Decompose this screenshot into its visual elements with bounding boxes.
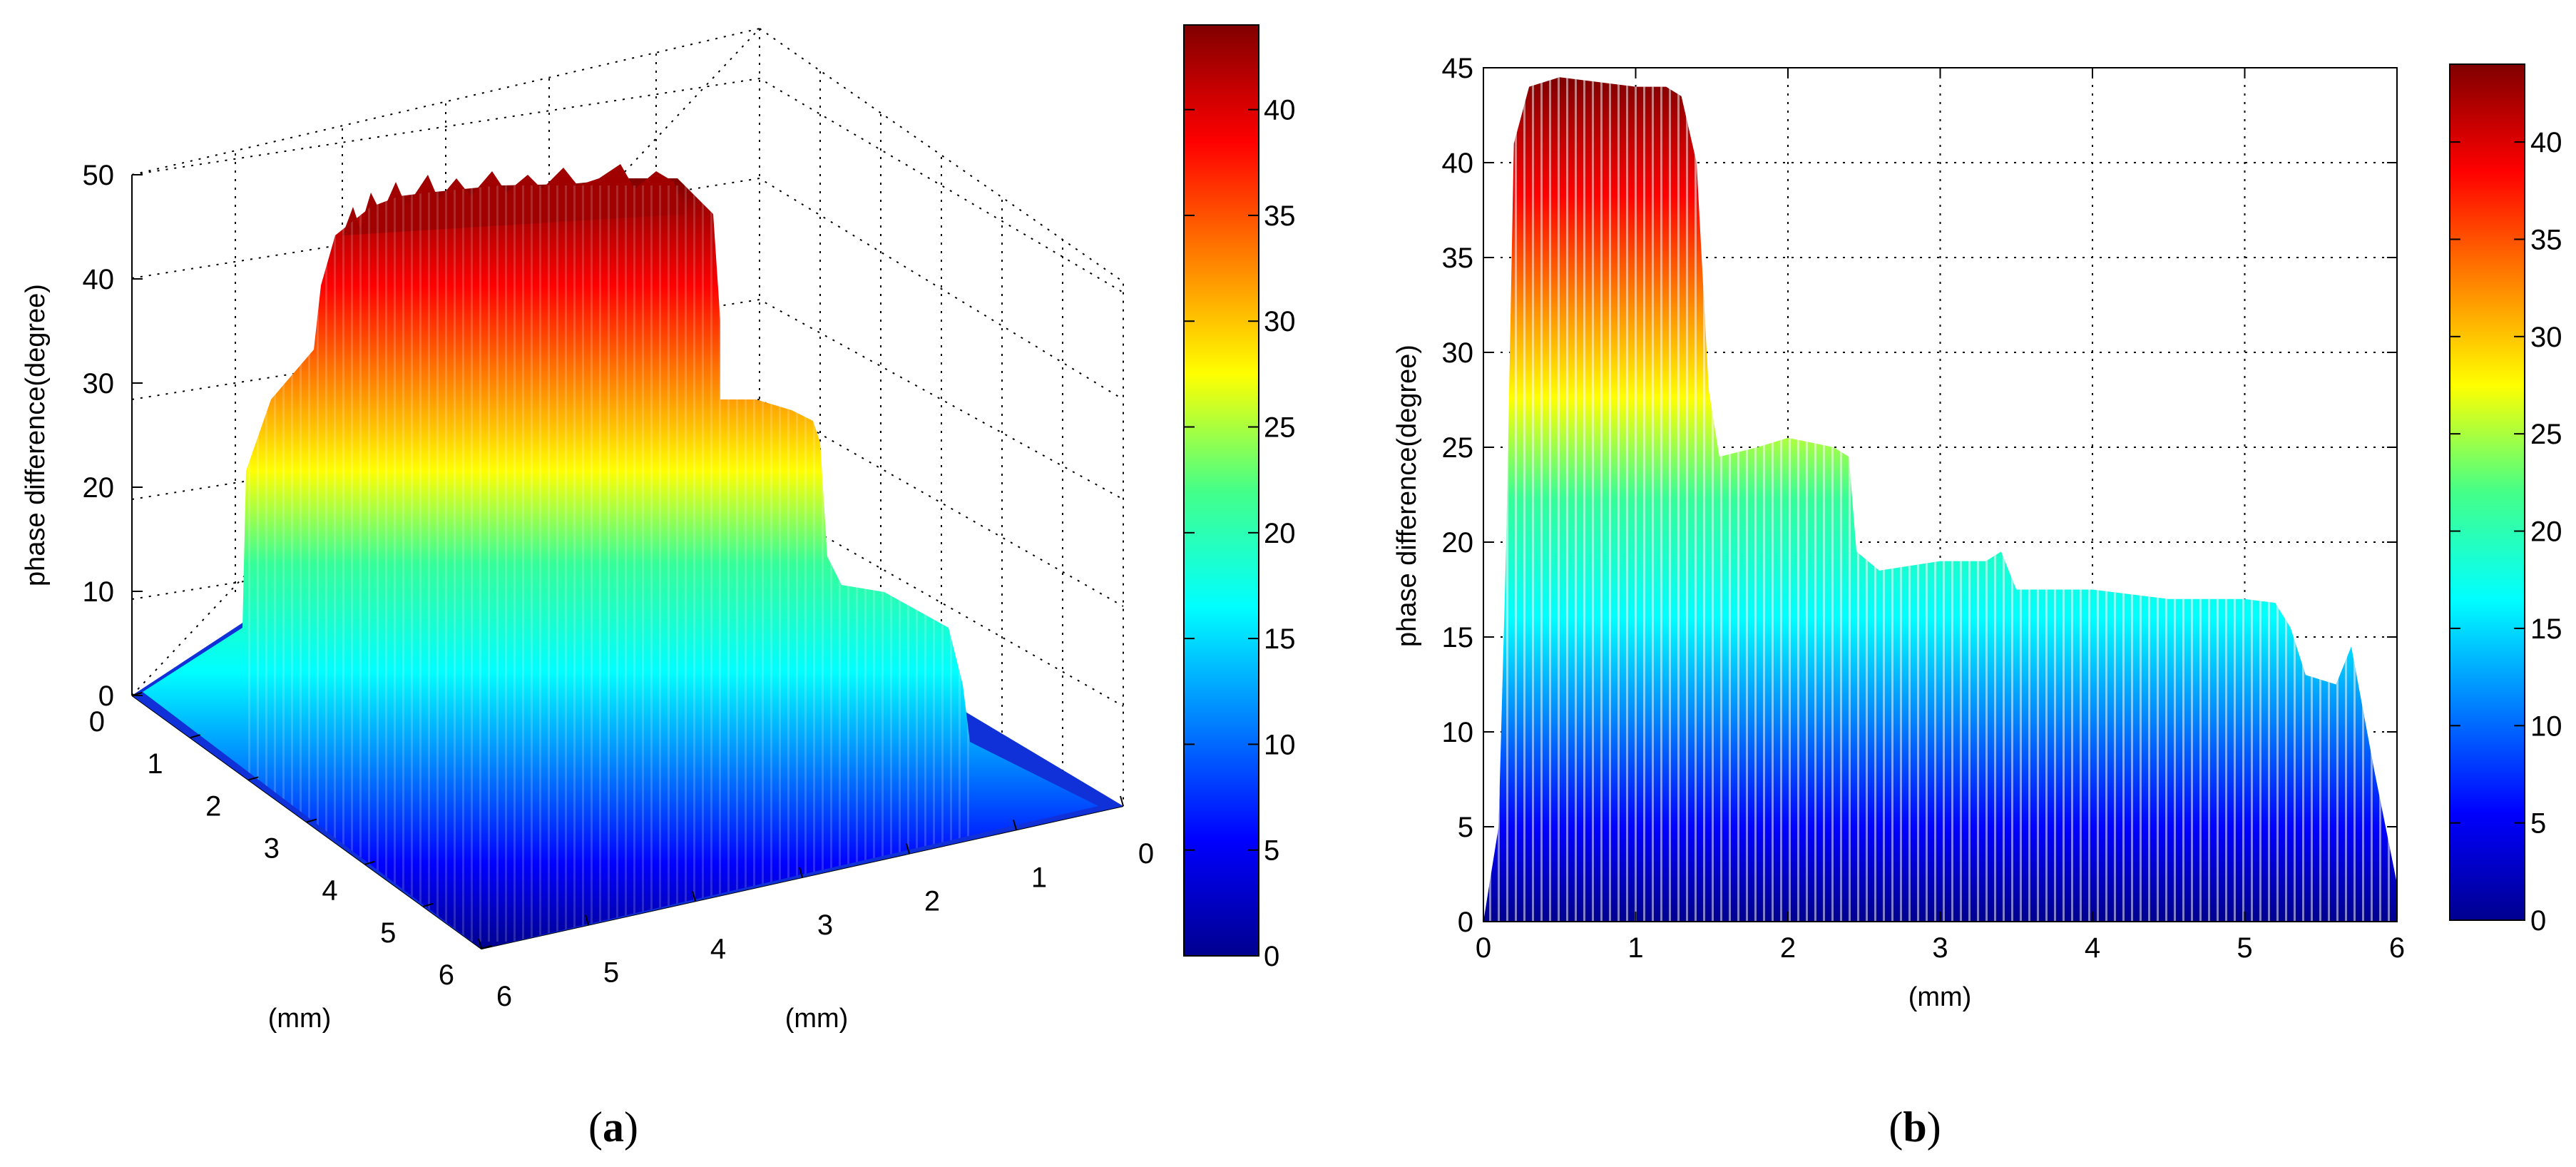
panel-b-y-tick: 45: [1442, 53, 1474, 84]
panel-a-y-tick: 4: [710, 933, 726, 964]
panel-a-z-tick: 40: [83, 264, 115, 295]
panel-a-z-label: phase difference(degree): [21, 284, 51, 586]
panel-a-z-tick: 10: [83, 576, 115, 608]
panel-b-x-ticks: 0 1 2 3 4 5 6: [1476, 68, 2405, 964]
panel-a-x-tick: 0: [89, 706, 105, 738]
panel-b-x-tick: 0: [1476, 932, 1491, 964]
panel-b-data-texture: [1483, 77, 2397, 922]
panel-b-x-tick: 4: [2085, 932, 2100, 964]
panel-b-label: (b): [1888, 1104, 1941, 1151]
panel-a-y-label: (mm): [785, 1004, 849, 1034]
panel-b-y-tick: 15: [1442, 622, 1474, 653]
panel-a-z-tick: 0: [98, 681, 114, 712]
panel-b-colorbar-tick: 20: [2530, 516, 2562, 548]
panel-a-x-tick: 1: [147, 748, 163, 780]
panel-a-colorbar-tick: 35: [1264, 200, 1296, 232]
panel-a-x-tick: 5: [380, 917, 396, 949]
panel-a-surface-texture: [242, 185, 970, 942]
panel-a-colorbar-ticks: 0 5 10 15 20 25 30 35 40: [1184, 95, 1296, 972]
panel-a-y-tick: 1: [1031, 862, 1047, 893]
panel-b-colorbar-tick: 25: [2530, 419, 2562, 450]
panel-b-colorbar-tick: 10: [2530, 710, 2562, 742]
panel-a-colorbar: [1183, 24, 1259, 957]
panel-a-label: (a): [588, 1104, 638, 1151]
panel-b-y-tick: 30: [1442, 337, 1474, 369]
panel-a-colorbar-tick: 25: [1264, 412, 1296, 444]
panel-b-colorbar-tick: 30: [2530, 322, 2562, 353]
panel-a-colorbar-tick: 30: [1264, 306, 1296, 337]
panel-a-y-tick: 3: [817, 909, 833, 941]
panel-a-x-ticks: 0 1 2 3 4 5 6: [89, 692, 492, 991]
panel-a-x-label: (mm): [268, 1004, 332, 1034]
panel-a-x-tick: 3: [264, 833, 280, 865]
panel-b-x-tick: 1: [1627, 932, 1643, 964]
panel-a-z-ticks: 0 10 20 30 40 50: [83, 160, 143, 712]
panel-b-y-tick: 25: [1442, 432, 1474, 464]
panel-a-y-ticks: 0 1 2 3 4 5 6: [478, 795, 1154, 1012]
panel-a-x-tick: 4: [322, 875, 337, 907]
panel-b-colorbar: [2449, 63, 2525, 921]
panel-b-y-tick: 35: [1442, 243, 1474, 274]
panel-b-colorbar-tick: 40: [2530, 127, 2562, 158]
panel-a-colorbar-tick: 40: [1264, 95, 1296, 126]
panel-b-x-tick: 6: [2389, 932, 2405, 964]
panel-b-y-tick: 40: [1442, 148, 1474, 179]
panel-b-colorbar-tick: 15: [2530, 613, 2562, 645]
panel-a-z-tick: 30: [83, 368, 115, 399]
panel-b-colorbar-tick: 35: [2530, 224, 2562, 255]
panel-a-y-tick: 5: [603, 957, 619, 989]
panel-b-colorbar-tick: 5: [2530, 808, 2546, 840]
panel-b-y-tick: 10: [1442, 717, 1474, 748]
panel-a-y-tick: 6: [496, 981, 512, 1012]
panel-a-x-tick: 2: [205, 790, 221, 822]
panel-a-colorbar-tick: 10: [1264, 729, 1296, 760]
panel-a-y-tick: 2: [924, 886, 940, 917]
panel-a-colorbar-tick: 15: [1264, 623, 1296, 655]
panel-a-colorbar-tick: 20: [1264, 518, 1296, 549]
panel-b-x-tick: 2: [1780, 932, 1796, 964]
panel-a-z-tick: 50: [83, 160, 115, 191]
panel-a-x-tick: 6: [439, 959, 454, 991]
panel-a-y-tick: 0: [1138, 838, 1154, 870]
panel-a-colorbar-tick: 0: [1264, 941, 1279, 972]
panel-a-colorbar-tick: 5: [1264, 835, 1279, 867]
panel-b-y-tick: 0: [1458, 907, 1473, 938]
panel-b-x-label: (mm): [1908, 982, 1972, 1012]
panel-b-x-tick: 5: [2237, 932, 2252, 964]
panel-b-colorbar-ticks: 0 5 10 15 20 25 30 35 40: [2450, 127, 2562, 937]
panel-b-x-tick: 3: [1932, 932, 1948, 964]
panel-b-y-label: phase difference(degree): [1392, 345, 1422, 647]
panel-b-y-tick: 5: [1458, 812, 1473, 843]
panel-b-y-ticks: 0 5 10 15 20 25 30 35 40 45: [1442, 53, 2397, 938]
panel-b-y-tick: 20: [1442, 527, 1474, 559]
panel-a-z-tick: 20: [83, 472, 115, 504]
panel-b-colorbar-tick: 0: [2530, 905, 2546, 937]
